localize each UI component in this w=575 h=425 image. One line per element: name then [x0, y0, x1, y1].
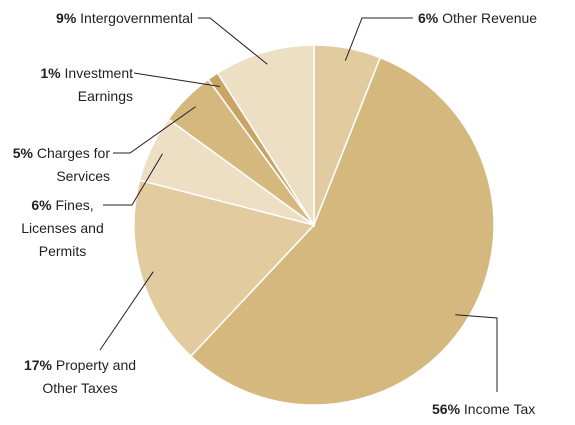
- slice-label: 6% Fines, Licenses and Permits: [5, 194, 120, 263]
- pie-slice: [216, 44, 315, 228]
- slice-name: Income Tax: [463, 401, 536, 417]
- slice-label: 9% Intergovernmental: [5, 7, 193, 30]
- slice-name: Investment Earnings: [64, 65, 133, 104]
- leader-line: [103, 153, 163, 206]
- slice-percent: 1%: [40, 65, 61, 81]
- slice-percent: 5%: [12, 145, 33, 161]
- slice-label: 5% Charges for Services: [5, 142, 110, 188]
- slice-label: 1% Investment Earnings: [5, 62, 133, 108]
- slice-percent: 6%: [418, 10, 439, 26]
- slice-percent: 6%: [31, 197, 52, 213]
- pie-slice: [189, 56, 495, 406]
- leader-line: [198, 17, 268, 65]
- slice-label: 6% Other Revenue: [418, 7, 568, 30]
- slice-label: 56% Income Tax: [432, 398, 572, 421]
- slice-label: 17% Property and Other Taxes: [5, 354, 155, 400]
- leader-line: [113, 106, 196, 154]
- slice-name: Fines, Licenses and Permits: [21, 197, 104, 259]
- slice-name: Charges for Services: [36, 145, 110, 184]
- slice-name: Property and Other Taxes: [42, 357, 137, 396]
- leader-line: [133, 72, 220, 88]
- leader-line: [455, 314, 498, 392]
- leader-line: [344, 17, 413, 61]
- slice-name: Intergovernmental: [80, 10, 193, 26]
- slice-percent: 56%: [432, 401, 461, 417]
- slice-percent: 9%: [56, 10, 77, 26]
- leader-line: [99, 271, 154, 351]
- slice-percent: 17%: [23, 357, 52, 373]
- slice-name: Other Revenue: [442, 10, 538, 26]
